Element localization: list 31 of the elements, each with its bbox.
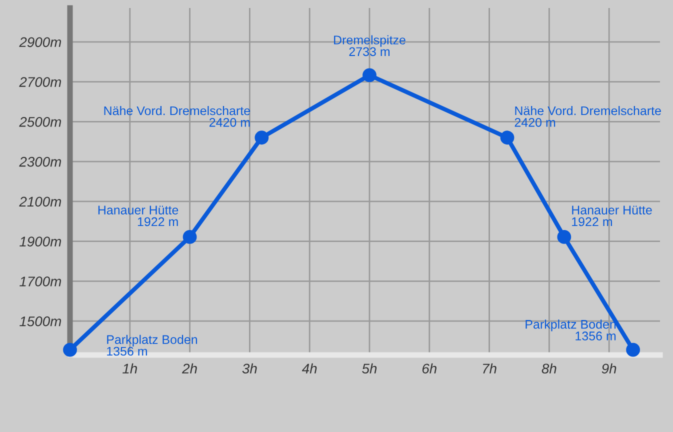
point bbox=[254, 130, 269, 145]
x-tick-label: 9h bbox=[602, 363, 616, 374]
y-tick-label: 1500m bbox=[20, 316, 62, 326]
annotation: Parkplatz Boden 1356 m bbox=[107, 334, 198, 356]
y-tick-label: 2500m bbox=[19, 117, 62, 127]
point bbox=[500, 130, 514, 145]
point bbox=[557, 230, 572, 244]
annotation: Parkplatz Boden 1356 m bbox=[526, 320, 616, 340]
y-tick-label: 2700m bbox=[19, 77, 62, 87]
x-tick-label: 2h bbox=[182, 363, 197, 374]
annotation: Hanauer Hütte 1922 m bbox=[98, 206, 178, 226]
y-tick-label: 2300m bbox=[19, 156, 62, 167]
point bbox=[182, 230, 197, 244]
y-tick-label: 1700m bbox=[20, 276, 62, 286]
point bbox=[362, 68, 376, 82]
y-tick-label: 2900m bbox=[19, 37, 62, 48]
x-tick-label: 4h bbox=[302, 363, 317, 374]
x-tick-label: 7h bbox=[483, 363, 496, 374]
x-tick-label: 3h bbox=[242, 363, 257, 374]
annotation: Nähe Vord. Dremelscharte 2420 m bbox=[514, 106, 661, 127]
x-tick-label: 5h bbox=[362, 363, 377, 374]
annotation: Nähe Vord. Dremelscharte 2420 m bbox=[104, 106, 250, 127]
x-tick-label: 6h bbox=[422, 363, 436, 374]
x-tick-label: 1h bbox=[122, 363, 137, 374]
x-tick-label: 8h bbox=[542, 363, 556, 374]
y-tick-label: 1900m bbox=[20, 236, 62, 246]
y-tick-label: 2100m bbox=[19, 196, 62, 207]
annotation: Dremelspitze 2733 m bbox=[334, 35, 406, 56]
point bbox=[626, 342, 640, 357]
annotation: Hanauer Hütte 1922 m bbox=[572, 206, 652, 226]
point bbox=[63, 342, 77, 357]
